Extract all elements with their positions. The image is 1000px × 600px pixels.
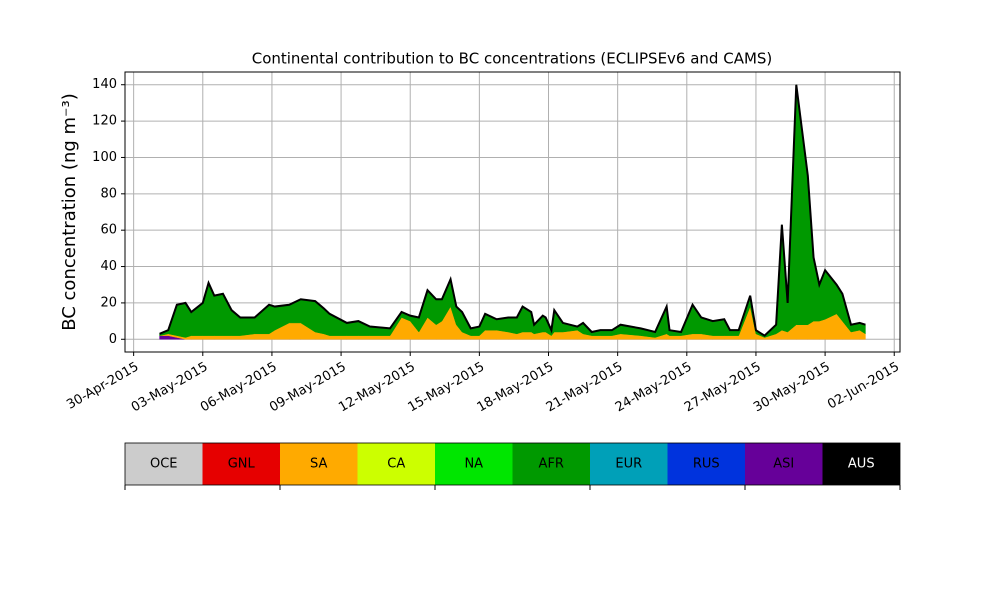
area bbox=[159, 84, 866, 338]
legend-swatch bbox=[745, 443, 823, 485]
outline bbox=[159, 84, 866, 337]
x-tick-label: 21-May-2015 bbox=[544, 360, 626, 416]
legend-swatch bbox=[512, 443, 590, 485]
legend-swatch bbox=[202, 443, 280, 485]
y-tick-label: 60 bbox=[100, 223, 117, 238]
legend-label: ASI bbox=[773, 457, 794, 472]
legend-label: EUR bbox=[615, 457, 642, 472]
legend-frame bbox=[124, 442, 901, 486]
x-tick-label: 27-May-2015 bbox=[682, 360, 764, 416]
x-tick-label: 02-Jun-2015 bbox=[825, 360, 902, 413]
x-tick-label: 24-May-2015 bbox=[613, 360, 695, 416]
legend-swatch bbox=[125, 443, 203, 485]
y-tick-label: 100 bbox=[92, 150, 117, 165]
legend-label: GNL bbox=[228, 457, 256, 472]
legend-swatch bbox=[280, 443, 358, 485]
legend-label: AUS bbox=[848, 457, 875, 472]
y-tick-label: 120 bbox=[92, 114, 117, 129]
legend-label: RUS bbox=[693, 457, 720, 472]
x-tick-label: 09-May-2015 bbox=[267, 360, 349, 416]
legend-label: OCE bbox=[150, 457, 178, 472]
x-tick-label: 30-May-2015 bbox=[751, 360, 833, 416]
y-tick-label: 80 bbox=[100, 186, 117, 201]
legend-label: NA bbox=[464, 457, 483, 472]
y-tick-label: 0 bbox=[109, 332, 117, 347]
y-tick-label: 140 bbox=[92, 77, 117, 92]
x-tick-label: 15-May-2015 bbox=[405, 360, 487, 416]
chart-title: Continental contribution to BC concentra… bbox=[252, 50, 773, 68]
x-tick-label: 18-May-2015 bbox=[475, 360, 557, 416]
x-tick-label: 03-May-2015 bbox=[129, 360, 211, 416]
plot-frame bbox=[124, 71, 901, 353]
legend-swatch bbox=[435, 443, 513, 485]
legend-swatch bbox=[357, 443, 435, 485]
x-tick-label: 12-May-2015 bbox=[336, 360, 418, 416]
legend-swatch bbox=[667, 443, 745, 485]
legend-label: SA bbox=[310, 457, 327, 472]
y-tick-label: 40 bbox=[100, 259, 117, 274]
legend-swatch bbox=[590, 443, 668, 485]
legend-swatch bbox=[822, 443, 900, 485]
legend-label: AFR bbox=[539, 457, 564, 472]
y-axis-label: BC concentration (ng m⁻³) bbox=[59, 93, 80, 331]
legend-label: CA bbox=[387, 457, 405, 472]
x-tick-label: 06-May-2015 bbox=[198, 360, 280, 416]
y-tick-label: 20 bbox=[100, 295, 117, 310]
